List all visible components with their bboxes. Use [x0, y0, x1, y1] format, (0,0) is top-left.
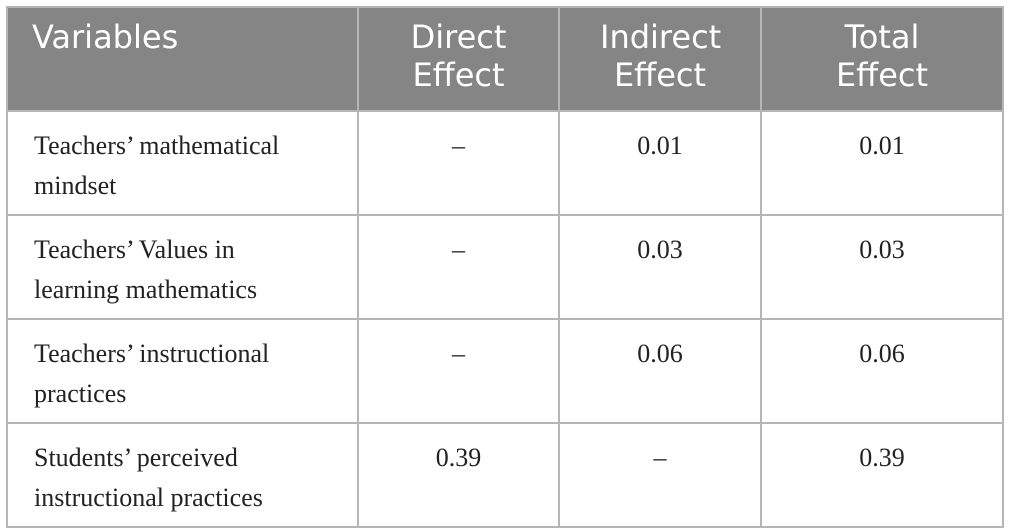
header-cell: Total Effect: [760, 6, 1004, 112]
table-row: Students’ perceived instructional practi…: [6, 422, 1004, 528]
effect-cell: –: [357, 110, 560, 216]
header-cell: Direct Effect: [357, 6, 560, 112]
header-row: Variables Direct Effect Indirect Effect Tot…: [6, 6, 1004, 112]
header-cell: Indirect Effect: [558, 6, 762, 112]
effect-cell: 0.06: [558, 318, 762, 424]
table-row: Teachers’ Values in learning mathematics…: [6, 214, 1004, 320]
variable-cell: Teachers’ mathematical mindset: [6, 110, 359, 216]
effect-cell: 0.39: [760, 422, 1004, 528]
effect-cell: –: [357, 318, 560, 424]
header-cell: Variables: [6, 6, 359, 112]
effects-table: Variables Direct Effect Indirect Effect Tot…: [6, 6, 1004, 528]
effect-cell: –: [357, 214, 560, 320]
table-header: Variables Direct Effect Indirect Effect Tot…: [6, 6, 1004, 112]
table-row: Teachers’ instructional practices –0.06 0.…: [6, 318, 1004, 424]
effect-cell: 0.01: [760, 110, 1004, 216]
effect-cell: 0.01: [558, 110, 762, 216]
effect-cell: 0.39: [357, 422, 560, 528]
variable-cell: Students’ perceived instructional practi…: [6, 422, 359, 528]
table-body: Teachers’ mathematical mindset –0.01 0.01 T…: [6, 110, 1004, 528]
variable-cell: Teachers’ instructional practices: [6, 318, 359, 424]
table-row: Teachers’ mathematical mindset –0.01 0.01: [6, 110, 1004, 216]
effect-cell: 0.06: [760, 318, 1004, 424]
variable-cell: Teachers’ Values in learning mathematics: [6, 214, 359, 320]
effect-cell: 0.03: [760, 214, 1004, 320]
effect-cell: –: [558, 422, 762, 528]
effect-cell: 0.03: [558, 214, 762, 320]
